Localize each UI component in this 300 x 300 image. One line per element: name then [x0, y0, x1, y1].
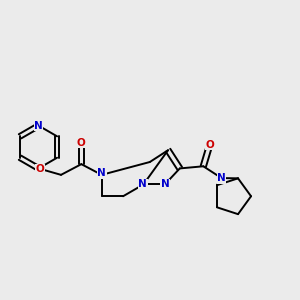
Text: N: N	[161, 179, 170, 190]
Text: N: N	[97, 168, 106, 178]
Text: N: N	[217, 173, 226, 183]
Text: N: N	[138, 179, 147, 190]
Text: N: N	[34, 121, 43, 130]
Text: O: O	[206, 140, 214, 150]
Text: O: O	[36, 164, 44, 174]
Text: O: O	[77, 138, 86, 148]
